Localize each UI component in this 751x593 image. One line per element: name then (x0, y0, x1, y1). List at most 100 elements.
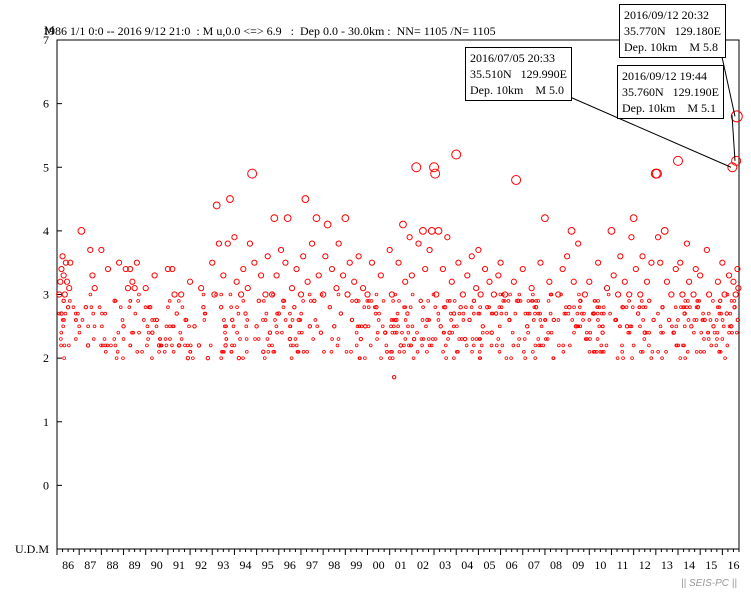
earthquake-point (533, 356, 537, 360)
earthquake-point (152, 318, 157, 322)
earthquake-point (566, 311, 571, 316)
earthquake-point (322, 253, 329, 260)
earthquake-point (501, 291, 509, 298)
earthquake-point (485, 305, 490, 310)
earthquake-point (479, 343, 484, 348)
earthquake-point (551, 356, 556, 360)
earthquake-point (717, 311, 722, 316)
earthquake-point (706, 330, 711, 335)
earthquake-point (299, 311, 303, 316)
earthquake-point (559, 265, 566, 273)
earthquake-point (626, 291, 633, 298)
x-tick-label: 93 (217, 558, 229, 572)
earthquake-point (130, 330, 134, 335)
earthquake-point (692, 265, 699, 273)
earthquake-point (657, 259, 664, 266)
earthquake-point (730, 278, 737, 285)
earthquake-point (85, 343, 91, 348)
earthquake-point (679, 291, 686, 298)
earthquake-point (673, 155, 684, 166)
earthquake-point (694, 305, 699, 310)
earthquake-point (358, 336, 364, 342)
earthquake-point (262, 356, 267, 360)
earthquake-point (451, 149, 462, 160)
earthquake-point (624, 305, 629, 310)
earthquake-point (162, 349, 167, 354)
earthquake-point (396, 324, 400, 329)
earthquake-point (677, 259, 684, 266)
earthquake-point (531, 349, 535, 354)
earthquake-point (68, 299, 72, 303)
earthquake-point (393, 330, 397, 335)
earthquake-point (235, 305, 239, 310)
earthquake-point (559, 292, 563, 297)
earthquake-point (719, 259, 726, 266)
earthquake-point (293, 265, 300, 273)
earthquake-point (449, 318, 453, 322)
earthquake-point (427, 318, 431, 322)
earthquake-point (685, 349, 690, 354)
earthquake-point (298, 318, 303, 322)
earthquake-point (735, 285, 742, 292)
earthquake-point (578, 324, 583, 329)
earthquake-point (88, 292, 93, 297)
earthquake-point (642, 337, 647, 341)
earthquake-point (164, 324, 169, 329)
x-tick-label: 14 (683, 558, 695, 572)
earthquake-point (495, 272, 502, 279)
earthquake-point (261, 349, 266, 354)
earthquake-point (485, 330, 489, 335)
earthquake-point (608, 311, 612, 316)
earthquake-point (83, 305, 89, 310)
earthquake-point (477, 349, 482, 354)
earthquake-point (639, 349, 643, 354)
earthquake-point (686, 318, 691, 322)
earthquake-point (147, 305, 153, 310)
earthquake-point (497, 305, 502, 310)
earthquake-point (444, 234, 451, 241)
earthquake-point (323, 220, 332, 229)
earthquake-point (363, 356, 367, 360)
earthquake-point (593, 299, 597, 303)
earthquake-point (344, 291, 351, 298)
earthquake-point (168, 324, 172, 329)
x-tick-label: 04 (461, 558, 473, 572)
earthquake-point (635, 311, 641, 316)
y-tick-label: 1 (43, 415, 49, 429)
earthquake-point (177, 299, 181, 303)
earthquake-point (628, 324, 633, 329)
earthquake-point (659, 330, 663, 335)
earthquake-point (478, 305, 482, 310)
earthquake-point (395, 259, 402, 266)
earthquake-point (705, 291, 713, 298)
watermark: || SEIS-PC || (681, 578, 737, 589)
earthquake-point (441, 349, 445, 354)
earthquake-point (647, 343, 651, 348)
earthquake-point (689, 324, 694, 329)
earthquake-point (128, 299, 133, 303)
earthquake-point (77, 324, 81, 329)
earthquake-point (62, 318, 66, 322)
earthquake-point (377, 272, 384, 279)
earthquake-point (715, 330, 720, 335)
earthquake-point (406, 234, 413, 241)
earthquake-point (80, 318, 85, 322)
earthquake-point (697, 272, 704, 279)
earthquake-point (594, 349, 599, 354)
earthquake-point (400, 330, 404, 335)
earthquake-point (523, 311, 528, 316)
earthquake-point (647, 330, 652, 335)
earthquake-point (61, 298, 66, 304)
earthquake-point (530, 299, 534, 303)
earthquake-point (570, 278, 577, 285)
x-tick-label: 06 (506, 558, 518, 572)
earthquake-point (116, 259, 123, 266)
earthquake-point (580, 311, 584, 316)
earthquake-point (506, 299, 511, 303)
y-tick-label: 4 (43, 224, 49, 238)
earthquake-point (490, 311, 495, 316)
earthquake-point (663, 278, 671, 285)
earthquake-point (457, 311, 462, 316)
earthquake-point (63, 278, 71, 285)
earthquake-point (265, 337, 270, 341)
